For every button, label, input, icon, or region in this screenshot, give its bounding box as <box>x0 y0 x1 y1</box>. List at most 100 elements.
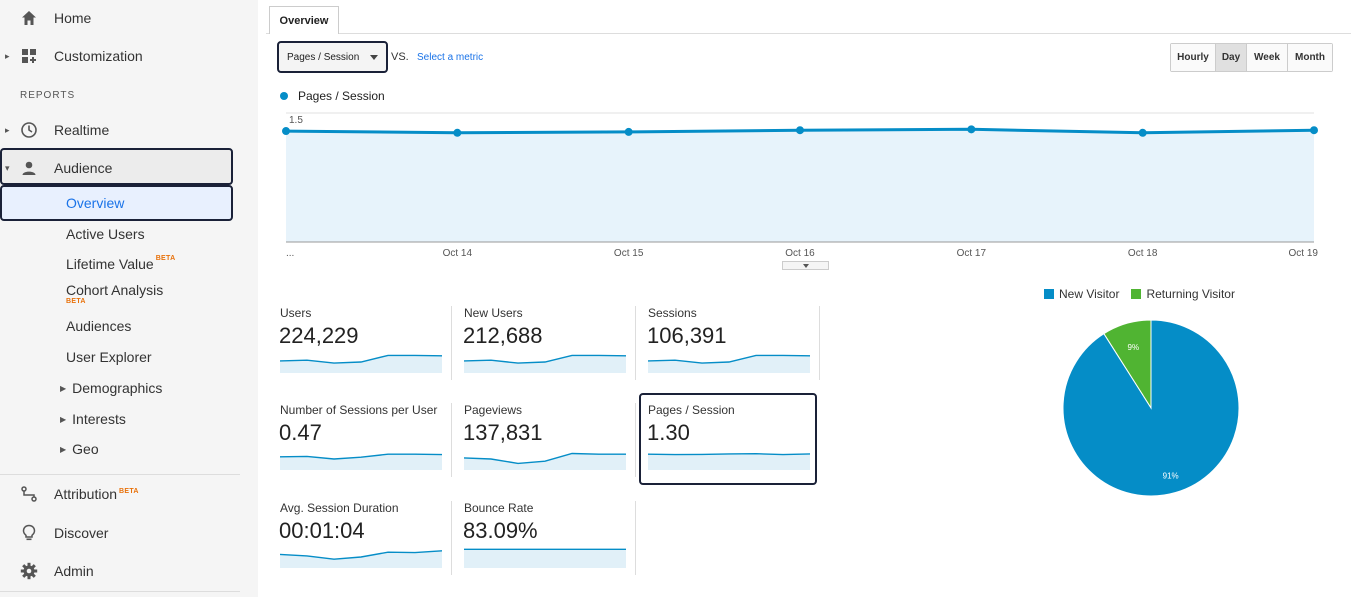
metric-card[interactable]: Avg. Session Duration 00:01:04 <box>278 501 450 579</box>
sidebar-item-label: Home <box>54 10 92 26</box>
sidebar-item-user-explorer[interactable]: User Explorer <box>66 342 152 372</box>
card-separator <box>635 306 636 380</box>
sidebar-item-admin[interactable]: Admin <box>0 553 258 589</box>
metric-card[interactable]: Number of Sessions per User 0.47 <box>278 403 450 481</box>
sidebar-item-customization[interactable]: ▸ Customization <box>0 38 258 74</box>
metric-card[interactable]: Users 224,229 <box>278 306 450 384</box>
x-tick-label: Oct 15 <box>614 248 644 259</box>
x-tick-label: Oct 14 <box>443 248 473 259</box>
data-point[interactable] <box>796 126 804 135</box>
collapse-chart-handle[interactable] <box>782 261 829 270</box>
sparkline-line <box>464 354 626 364</box>
sparkline <box>464 548 626 568</box>
chevron-right-icon[interactable]: ▸ <box>5 124 10 135</box>
data-point[interactable] <box>282 127 290 136</box>
pages-session-card-highlight <box>639 393 817 485</box>
chevron-right-icon: ▶ <box>60 414 67 424</box>
hourly-button[interactable]: Hourly <box>1171 44 1216 71</box>
sidebar-item-attribution[interactable]: Attribution BETA <box>0 476 258 512</box>
card-separator <box>451 403 452 477</box>
chevron-down-icon[interactable]: ▾ <box>5 162 10 173</box>
beta-badge: BETA <box>66 298 86 305</box>
chart-legend: Pages / Session <box>280 89 385 103</box>
metric-card[interactable]: Pageviews 137,831 <box>462 403 634 481</box>
sidebar-item-label: Customization <box>54 48 143 64</box>
metric-name: Users <box>280 306 312 320</box>
metric-value: 00:01:04 <box>279 518 365 543</box>
tab-overview[interactable]: Overview <box>269 6 339 34</box>
sparkline-line <box>280 354 442 364</box>
sparkline-area <box>648 355 810 373</box>
sidebar-item-discover[interactable]: Discover <box>0 515 258 551</box>
x-tick-label: ... <box>286 248 294 259</box>
x-tick-label: Oct 16 <box>785 248 815 259</box>
metric-card[interactable]: Bounce Rate 83.09% <box>462 501 634 579</box>
sparkline-area <box>464 355 626 373</box>
sidebar-item-demographics[interactable]: ▶ Demographics <box>60 373 162 403</box>
metric-value: 137,831 <box>463 420 543 445</box>
sparkline <box>280 550 442 568</box>
sparkline-area <box>464 549 626 568</box>
day-button[interactable]: Day <box>1216 44 1247 71</box>
card-separator <box>635 501 636 575</box>
sidebar-item-active-users[interactable]: Active Users <box>66 219 145 249</box>
vs-label: VS. <box>391 51 409 63</box>
chevron-right-icon[interactable]: ▸ <box>5 50 10 61</box>
data-point[interactable] <box>1138 128 1147 137</box>
metric-name: New Users <box>464 306 523 320</box>
month-button[interactable]: Month <box>1288 44 1332 71</box>
sidebar-item-label: Realtime <box>54 122 110 138</box>
sidebar-item-label: Cohort Analysis <box>66 282 164 298</box>
sidebar-item-interests[interactable]: ▶ Interests <box>60 404 126 434</box>
data-point[interactable] <box>453 128 462 137</box>
pie-legend-label: New Visitor <box>1059 287 1120 301</box>
sidebar-item-geo[interactable]: ▶ Geo <box>60 434 99 464</box>
pie-legend-entry[interactable]: Returning Visitor <box>1131 287 1235 301</box>
sidebar-item-overview[interactable]: Overview <box>66 188 124 218</box>
card-separator <box>819 306 820 380</box>
sidebar-item-audience[interactable]: ▾ Audience <box>0 150 258 186</box>
sparkline <box>280 453 442 470</box>
card-separator <box>451 501 452 575</box>
sidebar-item-realtime[interactable]: ▸ Realtime <box>0 112 258 148</box>
sidebar-item-label: Discover <box>54 525 109 541</box>
metric-card[interactable]: New Users 212,688 <box>462 306 634 384</box>
week-button[interactable]: Week <box>1247 44 1288 71</box>
metric-name: Sessions <box>648 306 697 320</box>
sidebar-divider <box>0 591 240 592</box>
sparkline <box>280 354 442 373</box>
x-tick-label: Oct 17 <box>957 248 987 259</box>
lightbulb-icon <box>20 524 38 542</box>
metric-value: 1.30 <box>647 420 690 445</box>
sidebar-item-home[interactable]: Home <box>0 0 258 36</box>
pie-legend-entry[interactable]: New Visitor <box>1044 287 1119 301</box>
card-separator <box>635 403 636 477</box>
sidebar-item-label: Audiences <box>66 318 132 334</box>
sidebar-item-cohort-analysis[interactable]: Cohort Analysis BETA <box>66 279 163 309</box>
metric-select-value: Pages / Session <box>287 51 360 63</box>
sidebar-item-lifetime-value[interactable]: Lifetime Value BETA <box>66 249 175 279</box>
select-metric-link[interactable]: Select a metric <box>417 52 484 63</box>
data-point[interactable] <box>967 125 976 134</box>
sparkline-line <box>648 452 810 456</box>
metric-value: 83.09% <box>463 518 538 543</box>
home-icon <box>20 9 38 27</box>
sidebar-item-audiences[interactable]: Audiences <box>66 311 131 341</box>
metric-card[interactable]: Pages / Session 1.30 <box>646 403 818 481</box>
pie-chart: 9% 91% <box>1062 319 1240 497</box>
pie-slice[interactable] <box>1062 319 1240 497</box>
reports-heading: REPORTS <box>20 90 76 101</box>
sidebar-item-label: Audience <box>54 160 113 176</box>
y-tick-label: 1.5 <box>289 115 303 126</box>
metric-card[interactable]: Sessions 106,391 <box>646 306 818 384</box>
data-point[interactable] <box>1310 126 1318 135</box>
legend-swatch <box>1131 289 1142 299</box>
metric-select[interactable]: Pages / Session <box>277 41 388 73</box>
chevron-right-icon: ▶ <box>60 444 67 454</box>
sparkline-area <box>648 453 810 470</box>
audience-highlight <box>0 148 233 185</box>
tab-divider <box>266 33 1351 34</box>
sidebar-item-label: Admin <box>54 563 94 579</box>
data-point[interactable] <box>624 127 633 136</box>
legend-dot <box>280 92 288 100</box>
